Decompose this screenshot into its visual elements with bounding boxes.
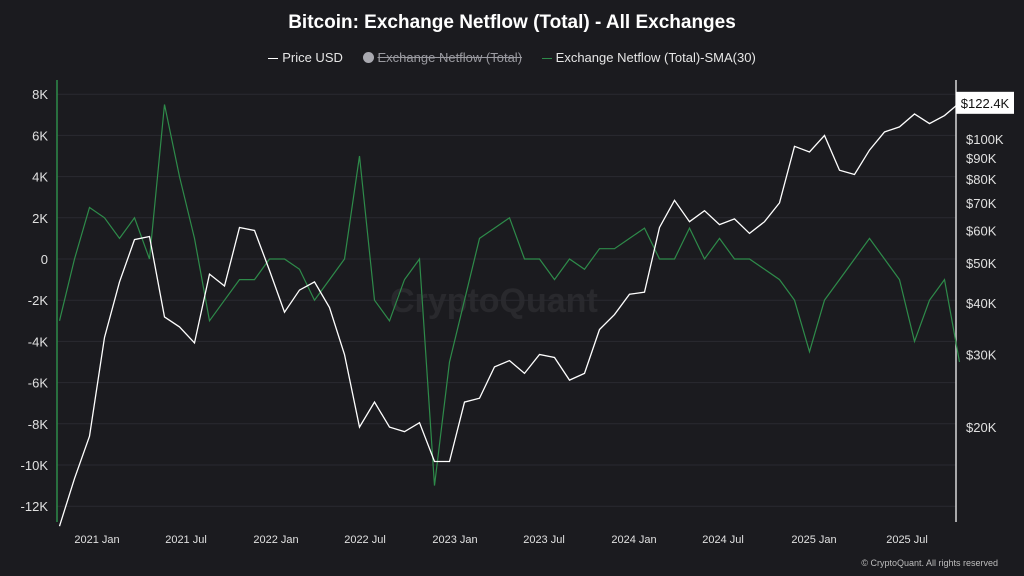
line-swatch-icon	[541, 58, 552, 60]
credit: © CryptoQuant. All rights reserved	[861, 558, 998, 568]
legend: Price USD Exchange Netflow (Total) Excha…	[0, 50, 1024, 65]
x-tick-label: 2021 Jul	[165, 534, 207, 546]
legend-label: Exchange Netflow (Total)-SMA(30)	[555, 50, 756, 65]
y-right-tick-label: $20K	[966, 420, 997, 435]
circle-swatch-icon	[362, 52, 374, 63]
chart-title: Bitcoin: Exchange Netflow (Total) - All …	[288, 12, 736, 33]
y-left-tick-label: -12K	[21, 499, 49, 514]
last-price-label: $122.4K	[961, 96, 1010, 111]
watermark: CryptoQuant	[390, 282, 598, 320]
legend-label: Price USD	[282, 50, 343, 65]
y-right-tick-label: $90K	[966, 151, 997, 166]
y-left-tick-label: -8K	[28, 417, 49, 432]
y-left-tick-label: -10K	[21, 458, 49, 473]
legend-item-price[interactable]: Price USD	[268, 50, 343, 65]
x-tick-label: 2025 Jan	[791, 534, 836, 546]
legend-item-sma[interactable]: Exchange Netflow (Total)-SMA(30)	[541, 50, 756, 65]
legend-label: Exchange Netflow (Total)	[377, 50, 523, 65]
y-left-tick-label: 4K	[32, 170, 48, 185]
line-swatch-icon	[268, 58, 279, 60]
x-tick-label: 2024 Jul	[702, 534, 744, 546]
y-left-tick-label: -4K	[28, 334, 49, 349]
y-left-tick-label: 6K	[32, 128, 48, 143]
y-right-tick-label: $70K	[966, 196, 997, 211]
last-price-box	[956, 91, 1014, 114]
y-left-tick-label: -6K	[28, 376, 49, 391]
x-tick-label: 2025 Jul	[886, 534, 928, 546]
y-left-tick-label: -2K	[28, 293, 49, 308]
y-right-tick-label: $50K	[966, 256, 997, 271]
x-tick-label: 2022 Jul	[344, 534, 386, 546]
x-tick-label: 2023 Jul	[523, 534, 565, 546]
y-right-tick-label: $80K	[966, 172, 997, 187]
x-tick-label: 2022 Jan	[253, 534, 298, 546]
y-right-tick-label: $100K	[966, 132, 1004, 147]
series-line-sma	[58, 104, 961, 486]
y-left-tick-label: 0	[41, 252, 48, 267]
y-right-tick-label: $60K	[966, 223, 997, 238]
y-left-tick-label: 8K	[32, 87, 48, 102]
legend-item-netflow[interactable]: Exchange Netflow (Total)	[362, 50, 523, 65]
y-right-tick-label: $30K	[966, 348, 997, 363]
x-tick-label: 2023 Jan	[432, 534, 477, 546]
series-line-price	[58, 102, 960, 527]
x-tick-label: 2024 Jan	[611, 534, 656, 546]
x-tick-label: 2021 Jan	[74, 534, 119, 546]
y-right-tick-label: $40K	[966, 296, 997, 311]
y-left-tick-label: 2K	[32, 211, 48, 226]
